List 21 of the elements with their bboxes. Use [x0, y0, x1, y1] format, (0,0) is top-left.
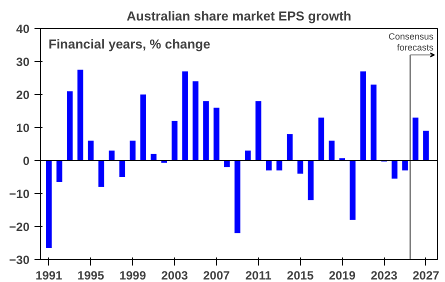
y-tick-label: −20 — [9, 220, 30, 234]
x-tick-label: 2019 — [328, 268, 356, 282]
x-tick-label: 2015 — [286, 268, 314, 282]
chart-title: Australian share market EPS growth — [126, 8, 352, 24]
x-tick-label: 2011 — [245, 268, 272, 282]
ref-line-label: Consensus forecasts — [388, 32, 434, 52]
x-tick-label: 2007 — [203, 268, 230, 282]
y-tick-label: 20 — [16, 88, 30, 102]
text: Financial years, % change — [48, 36, 210, 52]
x-tick-label: 2023 — [370, 268, 398, 282]
y-tick-label: −10 — [9, 187, 30, 201]
y-tick-label: 30 — [16, 55, 30, 69]
y-tick-label: 10 — [16, 121, 30, 135]
y-tick-label: 40 — [16, 22, 30, 36]
y-tick-label: 0 — [22, 154, 30, 168]
x-tick-label: 1995 — [77, 268, 104, 282]
y-tick-label: −30 — [9, 253, 30, 267]
x-tick-label: 1991 — [36, 268, 63, 282]
x-tick-label: 2027 — [412, 268, 440, 282]
x-tick-label: 2003 — [161, 268, 188, 282]
x-tick-label: 1999 — [119, 268, 146, 282]
